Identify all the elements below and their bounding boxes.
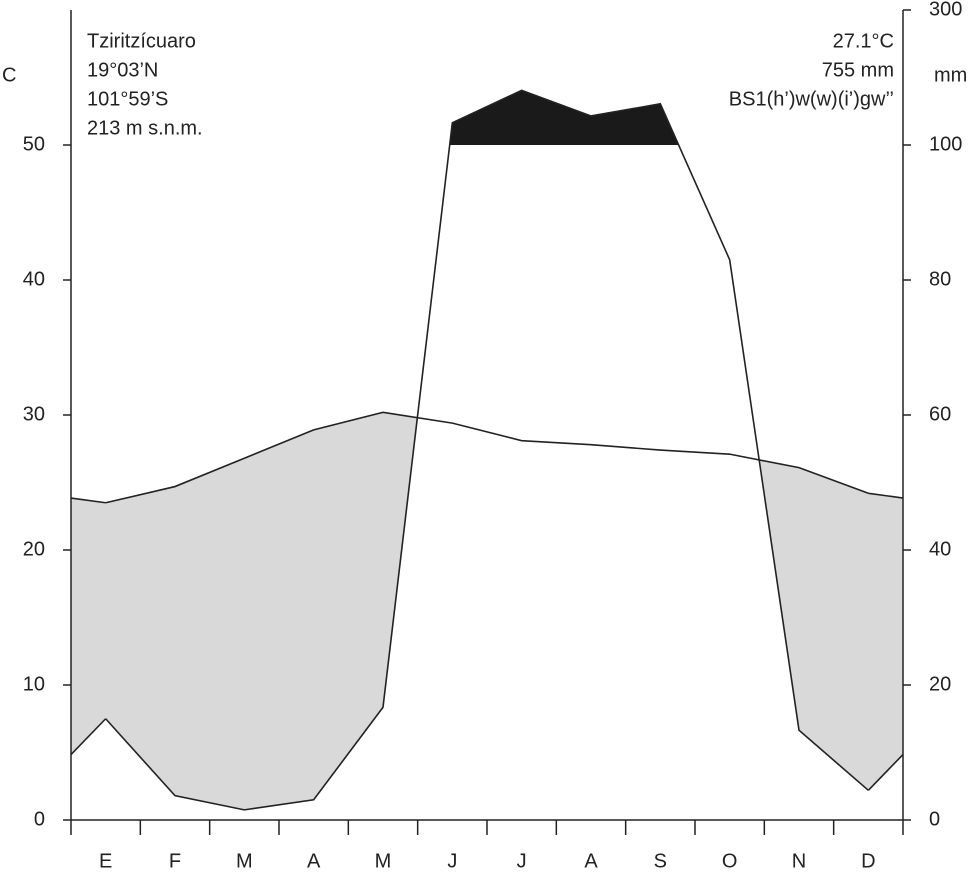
- x-tick-label: J: [517, 850, 527, 872]
- x-tick-label: S: [654, 850, 667, 872]
- y-tick-label: 50: [23, 133, 45, 155]
- x-tick-label: M: [236, 850, 253, 872]
- y2-tick-label: 300: [929, 0, 962, 20]
- y-tick-label: 10: [23, 673, 45, 695]
- y2-tick-label: 40: [929, 538, 951, 560]
- y2-tick-label: 80: [929, 268, 951, 290]
- y2-axis-label: mm: [934, 64, 967, 86]
- y2-tick-label: 100: [929, 133, 962, 155]
- x-tick-label: F: [169, 850, 181, 872]
- x-tick-label: J: [447, 850, 457, 872]
- x-tick-label: M: [375, 850, 392, 872]
- precipitation-line: [105, 89, 869, 811]
- x-tick-label: O: [722, 850, 738, 872]
- x-tick-label: A: [307, 850, 321, 872]
- x-tick-label: E: [99, 850, 112, 872]
- edge-segment: [70, 497, 106, 504]
- temperature-line: [105, 411, 869, 504]
- y2-tick-label: 0: [929, 808, 940, 830]
- x-tick-label: D: [861, 850, 875, 872]
- edge-segment: [868, 492, 904, 499]
- y2-tick-label: 60: [929, 403, 951, 425]
- annotation: 19°03’N: [87, 59, 158, 81]
- y-tick-label: 40: [23, 268, 45, 290]
- x-tick-label: N: [792, 850, 806, 872]
- y-tick-label: 30: [23, 403, 45, 425]
- x-tick-label: A: [584, 850, 598, 872]
- edge-segment: [867, 753, 904, 791]
- wet-area: [71, 90, 903, 820]
- annotation: 755 mm: [822, 59, 894, 81]
- y-tick-label: 20: [23, 538, 45, 560]
- y-tick-label: 0: [34, 808, 45, 830]
- annotation: 27.1°C: [833, 30, 894, 52]
- annotation: 101°59’S: [87, 88, 168, 110]
- y-axis-label: C: [2, 64, 16, 86]
- edge-segment: [70, 718, 107, 756]
- humid-area: [449, 90, 679, 145]
- annotation: 213 m s.n.m.: [87, 117, 203, 139]
- annotation: Tziritzícuaro: [87, 30, 196, 52]
- y2-tick-label: 20: [929, 673, 951, 695]
- annotation: BS1(h’)w(w)(i’)gw’’: [729, 88, 894, 110]
